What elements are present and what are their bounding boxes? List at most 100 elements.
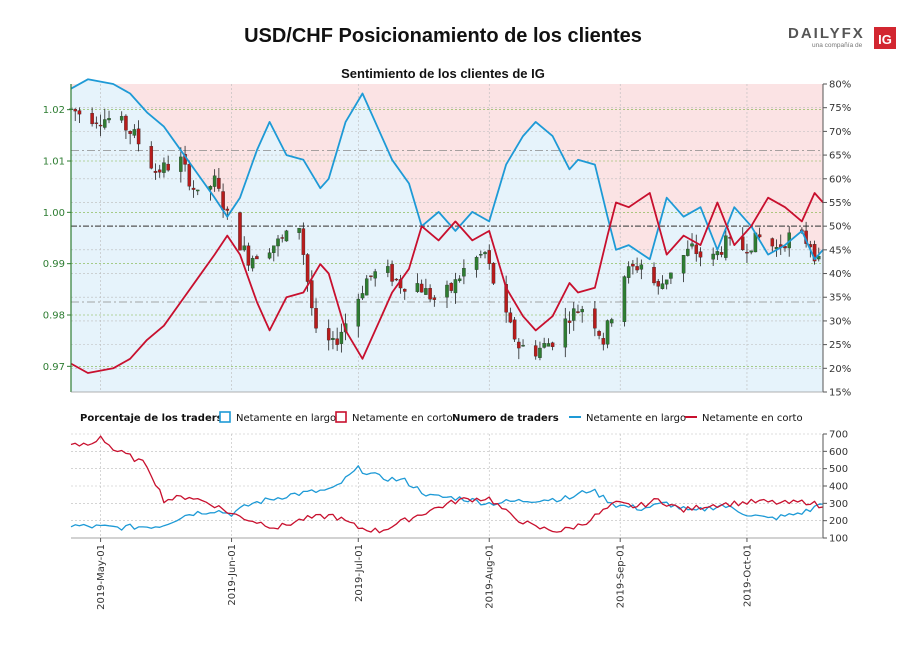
candle-body	[445, 284, 449, 298]
legend-long-swatch	[219, 411, 231, 423]
candle-body	[276, 238, 280, 247]
count-gridlines	[71, 433, 823, 538]
right-tick-label: 65%	[829, 151, 851, 162]
x-tick-label: 2019-Jun-01	[227, 544, 238, 606]
candle-body	[390, 264, 394, 282]
right-tick-label: 25%	[829, 340, 851, 351]
count-tick-label: 700	[829, 430, 848, 441]
candle-body	[331, 338, 335, 340]
candle-body	[571, 308, 576, 321]
candle-body	[770, 238, 775, 247]
candle-body	[479, 254, 483, 256]
candle-body	[255, 256, 259, 260]
count-tick-label: 400	[829, 482, 848, 493]
candle-body	[563, 318, 568, 348]
candle-body	[593, 308, 597, 329]
candle-body	[153, 170, 158, 173]
candle-body	[660, 283, 665, 289]
candle-body	[415, 283, 420, 292]
logo-text: DAILYFX	[788, 25, 865, 42]
logo-subtext: una compañía de	[812, 42, 863, 49]
candle-body	[428, 288, 432, 300]
candle-body	[517, 341, 521, 349]
left-tick-label: 1.01	[43, 157, 65, 168]
candle-body	[724, 235, 728, 258]
candle-body	[715, 251, 720, 256]
candle-body	[487, 250, 491, 264]
candle-body	[626, 266, 631, 278]
net-short-pct-line	[70, 192, 824, 374]
count-tick-label: 300	[829, 499, 848, 510]
candle-body	[542, 343, 546, 348]
candle-body	[195, 189, 200, 192]
left-tick-label: 0.99	[43, 259, 65, 270]
left-tick-label: 0.98	[43, 311, 65, 322]
candle-body	[386, 266, 390, 273]
candle-body	[128, 131, 132, 134]
x-tick-label: 2019-May-01	[96, 544, 107, 610]
candle-body	[597, 331, 601, 336]
candle-body	[521, 345, 525, 347]
candle-body	[601, 338, 606, 345]
legend-short-swatch	[335, 411, 347, 423]
x-axis-labels: 2019-May-01 2019-Jun-01 2019-Jul-01 2019-Au…	[96, 538, 753, 610]
candle-body	[77, 110, 82, 115]
candle-body	[208, 186, 213, 190]
long-zone-fill	[71, 79, 823, 393]
candle-body	[749, 250, 753, 253]
right-tick-label: 30%	[829, 316, 851, 327]
candle-body	[267, 252, 272, 259]
candle-body	[474, 257, 479, 270]
candle-body	[250, 258, 255, 269]
candle-body	[103, 119, 107, 128]
count-tick-label: 100	[829, 534, 848, 545]
candle-body	[694, 244, 699, 255]
candle-body	[356, 298, 361, 327]
count-tick-label: 200	[829, 516, 848, 527]
candle-body	[179, 156, 183, 172]
x-tick-label: 2019-Aug-01	[485, 544, 496, 609]
candle-body	[297, 228, 301, 233]
x-tick-label: 2019-Jul-01	[354, 544, 365, 602]
count-axes: 100 200 300 400 500 600 700	[71, 430, 848, 545]
candle-body	[162, 162, 166, 173]
candle-body	[580, 309, 584, 313]
candle-body	[533, 345, 538, 357]
candle-body	[73, 108, 77, 112]
right-tick-label: 80%	[829, 80, 851, 91]
candle-body	[504, 284, 508, 313]
candle-body	[98, 124, 103, 127]
candle-body	[681, 255, 686, 274]
candle-body	[686, 248, 690, 256]
page-title: USD/CHF Posicionamiento de los clientes	[244, 25, 642, 47]
legend-count-label: Numero de traders	[452, 413, 559, 424]
candle-body	[449, 282, 453, 291]
candle-body	[187, 163, 192, 187]
candle-body	[166, 163, 170, 171]
candle-body	[711, 253, 715, 260]
left-tick-label: 0.97	[43, 362, 65, 373]
candle-body	[191, 187, 196, 190]
candle-body	[119, 116, 124, 121]
candle-body	[90, 113, 94, 125]
net-long-pct-line	[70, 78, 824, 261]
x-tick-label: 2019-Sep-01	[616, 544, 627, 608]
candle-body	[698, 251, 703, 258]
candle-body	[546, 343, 551, 347]
candle-body	[364, 278, 369, 296]
main-gridlines	[71, 84, 823, 392]
sentiment-lines	[70, 78, 824, 374]
candle-body	[335, 338, 339, 345]
candle-body	[783, 246, 787, 249]
candle-body	[310, 280, 314, 309]
candle-body	[567, 320, 572, 323]
count-lines	[70, 435, 824, 534]
candle-body	[225, 208, 230, 211]
candle-body	[373, 271, 377, 279]
right-tick-label: 50%	[829, 222, 851, 233]
candle-body	[576, 311, 580, 313]
candle-body	[305, 254, 310, 282]
candle-body	[740, 236, 745, 251]
candle-body	[757, 234, 762, 238]
